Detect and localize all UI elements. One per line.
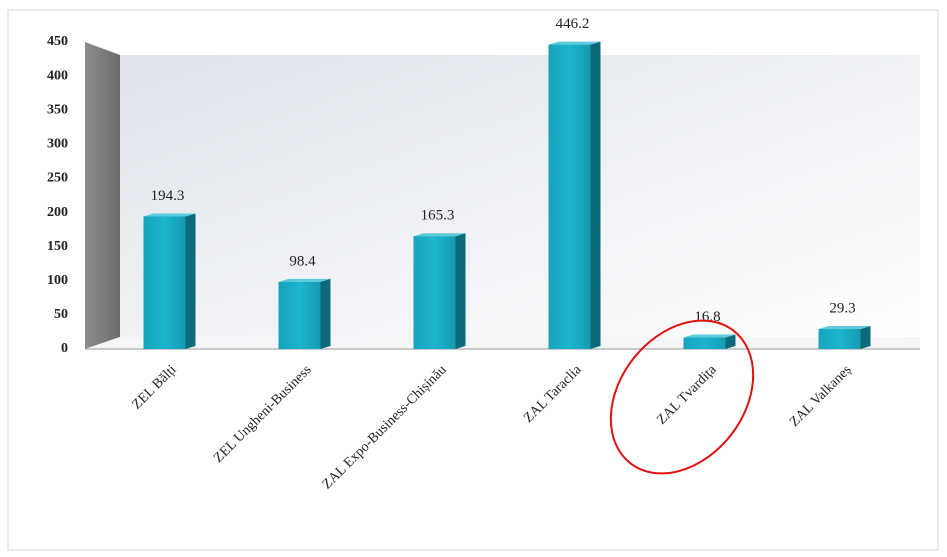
data-label: 446.2 [556, 16, 590, 32]
bar-side [185, 213, 196, 349]
y-tick-label: 250 [47, 171, 68, 186]
y-tick-label: 200 [47, 205, 68, 220]
floor [85, 337, 920, 349]
bar [278, 281, 321, 349]
x-tick-label: ZEL Bălți [129, 362, 179, 412]
y-tick-label: 0 [61, 341, 68, 356]
data-label: 98.4 [289, 253, 316, 269]
bar-side [860, 326, 871, 349]
bar-side [590, 41, 601, 350]
bar [683, 337, 726, 349]
y-tick-label: 450 [47, 34, 68, 49]
highlight-ellipse [609, 319, 755, 475]
y-tick-label: 50 [54, 307, 68, 322]
frame [7, 9, 939, 551]
bar-side [455, 233, 466, 349]
bar-top [143, 213, 196, 217]
bar-side [725, 334, 736, 349]
y-tick-label: 350 [47, 102, 68, 117]
y-tick-label: 300 [47, 137, 68, 152]
bar-top [413, 233, 466, 237]
bar-top [548, 41, 601, 45]
y-tick-label: 400 [47, 68, 68, 83]
data-label: 165.3 [421, 208, 455, 224]
x-tick-label: ZAL Expo-Business-Chișinău [320, 362, 450, 492]
x-tick-label: ZAL Valkaneș [787, 362, 855, 430]
bar-top [683, 334, 736, 338]
bar [818, 329, 861, 349]
bar-top [278, 278, 331, 282]
x-tick-label: ZEL Ungheni-Business [211, 362, 314, 465]
bar [413, 236, 456, 349]
back-wall [120, 55, 920, 337]
bar [143, 216, 186, 349]
bar [548, 44, 591, 350]
bar-top [818, 326, 871, 330]
y-tick-label: 150 [47, 239, 68, 254]
x-tick-label: ZAL Tvardița [654, 362, 720, 428]
data-label: 29.3 [829, 300, 855, 316]
side-wall [85, 42, 120, 349]
data-label: 194.3 [151, 188, 185, 204]
y-tick-label: 100 [47, 273, 68, 288]
bar-side [320, 278, 331, 349]
x-tick-label: ZAL Taraclia [521, 362, 585, 426]
